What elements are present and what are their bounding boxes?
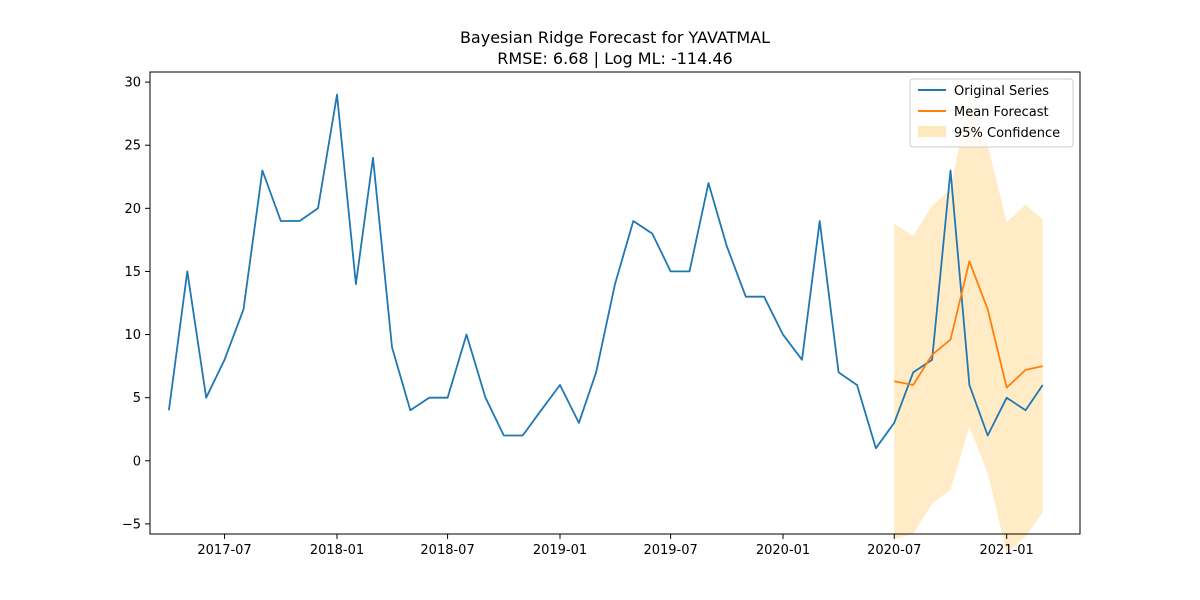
legend-box bbox=[909, 78, 1074, 148]
x-tick-label: 2017-07 bbox=[197, 543, 251, 558]
x-tick-label: 2020-07 bbox=[867, 543, 921, 558]
y-tick-label: −5 bbox=[122, 517, 141, 532]
confidence-band bbox=[894, 94, 1043, 553]
plot-area-frame bbox=[149, 71, 1081, 535]
x-tick-label: 2018-07 bbox=[420, 543, 474, 558]
x-tick-label: 2021-01 bbox=[980, 543, 1034, 558]
x-axis: 2017-07 2018-01 2018-07 2019-01 2019-07 2020-… bbox=[197, 534, 1034, 558]
chart-title: Bayesian Ridge Forecast for YAVATMAL bbox=[460, 28, 770, 47]
series-layer bbox=[168, 93, 1044, 450]
legend: Original Series Mean Forecast 95% Confid… bbox=[909, 78, 1074, 148]
y-tick-label: 15 bbox=[124, 265, 141, 280]
y-tick-label: 10 bbox=[124, 328, 141, 343]
series-line-mean-forecast bbox=[894, 260, 1043, 389]
series-line-original-series bbox=[168, 93, 1044, 450]
legend-label-mean-forecast: Mean Forecast bbox=[954, 105, 1049, 120]
y-axis: −5 0 5 10 15 20 25 30 bbox=[122, 76, 150, 532]
y-tick-label: 25 bbox=[124, 139, 141, 154]
x-tick-label: 2018-01 bbox=[310, 543, 364, 558]
confidence-band-layer bbox=[894, 94, 1043, 553]
legend-swatch-confidence bbox=[918, 126, 946, 137]
y-tick-label: 5 bbox=[133, 391, 141, 406]
y-tick-label: 30 bbox=[124, 76, 141, 91]
x-tick-label: 2020-01 bbox=[756, 543, 810, 558]
x-tick-label: 2019-01 bbox=[533, 543, 587, 558]
y-tick-label: 0 bbox=[133, 454, 141, 469]
chart-subtitle: RMSE: 6.68 | Log ML: -114.46 bbox=[497, 49, 732, 68]
legend-label-confidence: 95% Confidence bbox=[954, 126, 1060, 141]
legend-label-original-series: Original Series bbox=[954, 84, 1049, 99]
x-tick-label: 2019-07 bbox=[643, 543, 697, 558]
y-tick-label: 20 bbox=[124, 202, 141, 217]
